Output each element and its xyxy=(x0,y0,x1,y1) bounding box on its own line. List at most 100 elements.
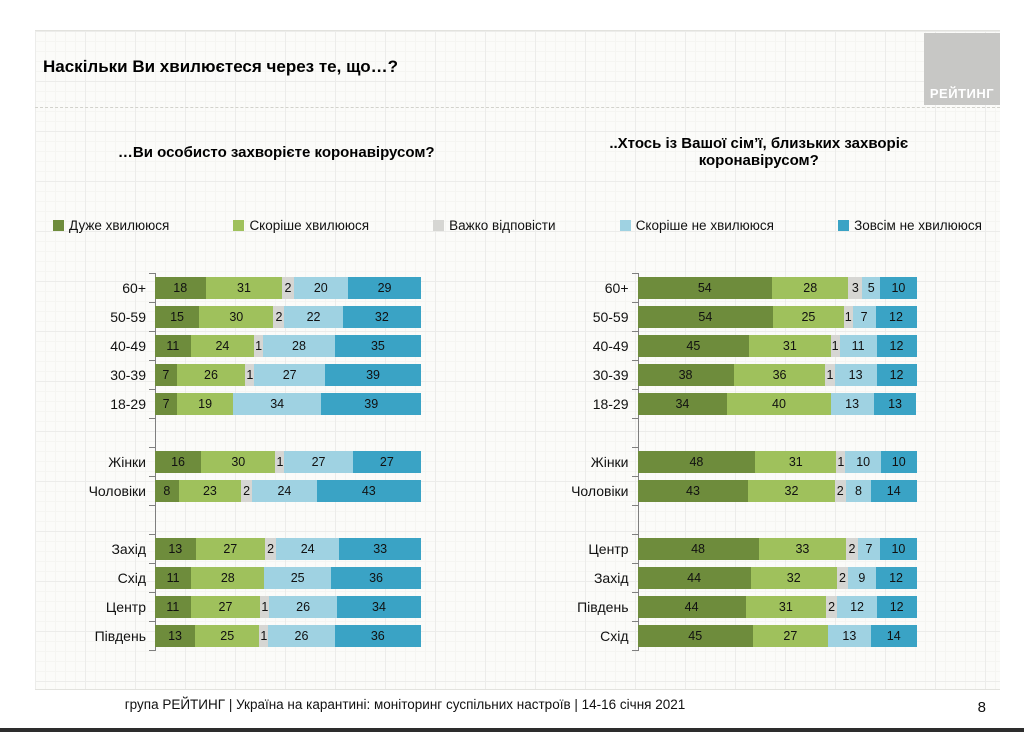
stacked-bar: 43 32 2 8 14 xyxy=(637,480,917,502)
segment-value: 2 xyxy=(275,310,283,324)
legend-swatch-icon xyxy=(619,220,631,231)
segment-value: 12 xyxy=(889,571,903,585)
bar-segment: 30 xyxy=(199,306,274,328)
stacked-bar: 11 28 25 36 xyxy=(155,567,421,589)
segment-value: 36 xyxy=(369,571,383,585)
bar-segment: 5 xyxy=(862,277,881,299)
bar-row: 40-49 11 24 1 28 35 xyxy=(35,331,518,357)
bar-segment: 2 xyxy=(836,567,849,589)
bar-segment: 2 xyxy=(265,538,277,560)
bar-row: 18-29 7 19 34 39 xyxy=(35,389,518,419)
bar-row: Центр 11 27 1 26 34 xyxy=(35,592,518,618)
segment-value: 45 xyxy=(686,339,701,353)
bar-segment: 14 xyxy=(871,625,917,647)
slide: Наскільки Ви хвилюєтеся через те, що…? Р… xyxy=(35,30,1000,690)
right-chart-subtitle: ..Хтось із Вашої сім’ї, близьких захворі… xyxy=(609,135,909,169)
category-label: 60+ xyxy=(604,280,629,296)
bar-segment: 1 xyxy=(825,364,835,386)
segment-value: 36 xyxy=(370,629,385,643)
bar-segment: 11 xyxy=(155,567,192,589)
legend: Дуже хвилююся Скоріше хвилююся Важко відпо… xyxy=(35,218,1000,233)
segment-value: 7 xyxy=(860,310,868,324)
segment-value: 29 xyxy=(377,281,392,295)
bar-row: 40-49 45 31 1 11 12 xyxy=(518,331,1001,357)
bar-segment: 12 xyxy=(876,335,917,357)
segment-value: 20 xyxy=(313,281,328,295)
bar-row: 30-39 7 26 1 27 39 xyxy=(35,360,518,386)
legend-swatch-icon xyxy=(433,220,445,231)
bar-segment: 1 xyxy=(259,625,269,647)
bar-segment: 54 xyxy=(637,306,774,328)
bar-row: Жінки 16 30 1 27 27 xyxy=(35,447,518,473)
bar-segment: 34 xyxy=(336,596,421,618)
bar-segment: 27 xyxy=(254,364,326,386)
bar-segment: 12 xyxy=(875,306,917,328)
bar-segment: 43 xyxy=(637,480,749,502)
segment-value: 48 xyxy=(691,542,706,556)
stacked-bar: 44 32 2 9 12 xyxy=(637,567,917,589)
bar-segment: 7 xyxy=(155,393,178,415)
segment-value: 27 xyxy=(311,455,326,469)
legend-label: Дуже хвилююся xyxy=(69,218,170,233)
bar-segment: 3 xyxy=(848,277,863,299)
bottom-border-bar xyxy=(0,728,1024,732)
segment-value: 12 xyxy=(889,310,903,324)
bar-segment: 9 xyxy=(848,567,876,589)
bar-segment: 26 xyxy=(268,625,335,647)
bar-row: 60+ 18 31 2 20 29 xyxy=(35,273,518,299)
segment-value: 32 xyxy=(784,484,799,498)
segment-value: 2 xyxy=(848,542,856,556)
segment-value: 24 xyxy=(300,542,315,556)
segment-value: 54 xyxy=(698,310,713,324)
bar-segment: 12 xyxy=(876,364,917,386)
category-label: Південь xyxy=(577,599,629,615)
bar-group: Центр 48 33 2 7 10 Захід 44 32 2 9 12 Південь 44 31 2 12… xyxy=(518,534,1001,651)
bar-row: Південь 13 25 1 26 36 xyxy=(35,621,518,651)
segment-value: 11 xyxy=(166,600,180,614)
bar-segment: 14 xyxy=(871,480,917,502)
bar-segment: 11 xyxy=(155,596,191,618)
bar-segment: 34 xyxy=(232,393,322,415)
bar-segment: 48 xyxy=(637,538,759,560)
segment-value: 10 xyxy=(891,281,906,295)
bar-segment: 27 xyxy=(284,451,353,473)
bar-segment: 28 xyxy=(263,335,335,357)
bar-segment: 29 xyxy=(348,277,421,299)
segment-value: 2 xyxy=(243,484,251,498)
segment-value: 10 xyxy=(891,542,906,556)
bar-segment: 2 xyxy=(834,480,846,502)
bar-segment: 28 xyxy=(772,277,849,299)
stacked-bar: 34 40 13 13 xyxy=(637,393,917,415)
segment-value: 13 xyxy=(168,542,183,556)
bar-segment: 11 xyxy=(155,335,191,357)
bar-segment: 10 xyxy=(880,277,917,299)
category-label: Чоловіки xyxy=(571,483,629,499)
bar-segment: 22 xyxy=(284,306,343,328)
page-number: 8 xyxy=(977,699,986,716)
bar-segment: 44 xyxy=(637,567,751,589)
segment-value: 34 xyxy=(675,397,690,411)
segment-value: 31 xyxy=(788,455,803,469)
category-label: Захід xyxy=(111,541,146,557)
bar-segment: 8 xyxy=(155,480,179,502)
segment-value: 43 xyxy=(361,484,376,498)
stacked-bar: 45 31 1 11 12 xyxy=(637,335,917,357)
page-title: Наскільки Ви хвилюєтеся через те, що…? xyxy=(43,57,398,76)
segment-value: 32 xyxy=(786,571,801,585)
segment-value: 26 xyxy=(296,600,311,614)
bar-segment: 33 xyxy=(339,538,422,560)
bar-segment: 20 xyxy=(293,277,349,299)
bar-segment: 39 xyxy=(321,393,421,415)
segment-value: 26 xyxy=(294,629,309,643)
legend-item: Дуже хвилююся xyxy=(53,218,169,233)
category-label: 18-29 xyxy=(110,396,146,412)
segment-value: 31 xyxy=(778,600,793,614)
bar-segment: 43 xyxy=(316,480,421,502)
stacked-bar: 11 27 1 26 34 xyxy=(155,596,421,618)
segment-value: 12 xyxy=(889,339,904,353)
segment-value: 1 xyxy=(826,368,834,382)
bar-segment: 2 xyxy=(826,596,838,618)
stacked-bar: 13 25 1 26 36 xyxy=(155,625,421,647)
bar-segment: 26 xyxy=(176,364,246,386)
bar-segment: 13 xyxy=(873,393,917,415)
